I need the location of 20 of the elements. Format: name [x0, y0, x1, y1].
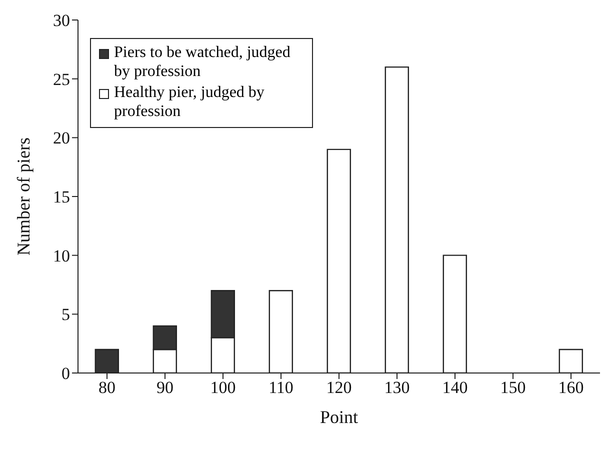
legend-label: Healthy pier, judged by profession [114, 83, 266, 121]
y-tick-label: 15 [53, 188, 70, 207]
y-tick-label: 20 [53, 128, 70, 148]
x-axis-title: Point [320, 407, 358, 427]
y-axis-title: Number of piers [13, 138, 34, 256]
x-tick-label: 120 [326, 378, 352, 398]
x-tick-label: 160 [558, 378, 584, 398]
x-tick-label: 130 [384, 378, 410, 398]
y-tick-label: 30 [53, 11, 70, 30]
y-tick-label: 10 [53, 246, 70, 266]
y-tick-label: 5 [62, 305, 70, 324]
y-tick-label: 0 [62, 364, 70, 384]
x-tick-label: 90 [156, 378, 174, 398]
x-tick-label: 80 [98, 378, 116, 398]
x-tick-label: 140 [442, 378, 468, 398]
x-tick-label: 100 [210, 378, 236, 398]
x-tick-label: 150 [500, 378, 526, 398]
x-tick-label: 110 [268, 378, 294, 398]
legend-label: Piers to be watched, judged by profession [114, 43, 292, 81]
y-tick-label: 25 [53, 70, 70, 89]
